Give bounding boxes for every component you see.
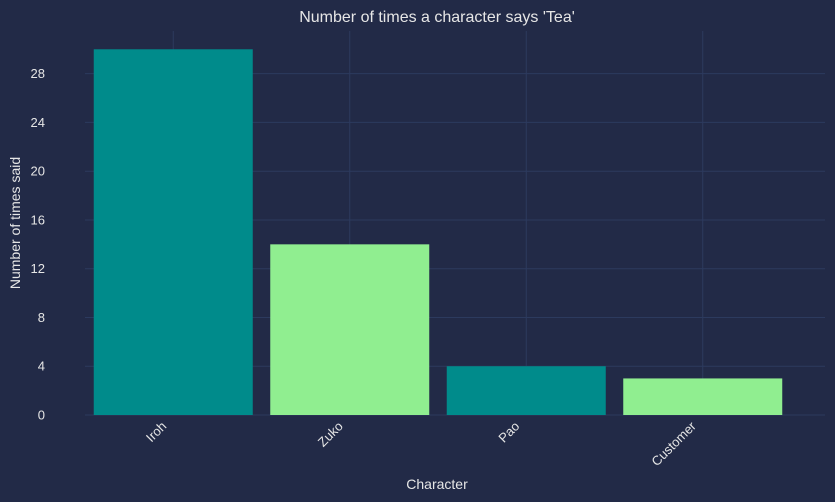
bar-pao: [446, 366, 606, 415]
bar-iroh: [93, 49, 253, 416]
y-tick-labels: 0 4 8 12 16 20 24 28: [31, 66, 45, 422]
y-axis-label: Number of times said: [7, 157, 23, 289]
y-tick-label: 20: [31, 164, 45, 179]
y-tick-label: 4: [38, 359, 45, 374]
y-tick-label: 12: [31, 261, 45, 276]
y-tick-label: 16: [31, 212, 45, 227]
bar-zuko: [270, 244, 430, 415]
chart-title: Number of times a character says 'Tea': [299, 9, 575, 26]
y-tick-label: 8: [38, 310, 45, 325]
bar-customer: [623, 378, 783, 415]
y-tick-label: 24: [31, 115, 45, 130]
y-tick-label: 28: [31, 66, 45, 81]
x-axis-label: Character: [406, 476, 468, 492]
y-tick-label: 0: [38, 408, 45, 423]
bars: [93, 49, 783, 416]
